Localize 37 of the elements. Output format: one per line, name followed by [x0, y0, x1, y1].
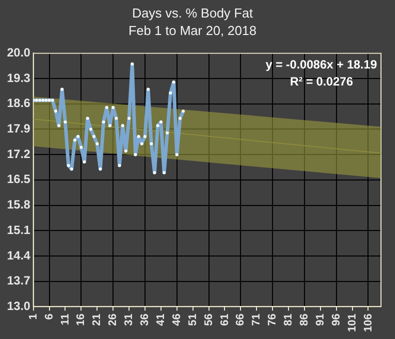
- y-tick-label: 20.0: [6, 46, 31, 60]
- x-tick-label: 6: [43, 314, 56, 320]
- x-tick-label: 96: [330, 314, 342, 326]
- y-tick-label: 14.4: [6, 248, 31, 262]
- x-tick-label: 16: [75, 314, 88, 326]
- y-tick-label: 13.0: [6, 298, 31, 313]
- x-tick-label: 91: [314, 314, 326, 326]
- x-tick-label: 11: [59, 314, 72, 326]
- x-tick-label: 21: [91, 314, 104, 326]
- annotation: y = -0.0086x + 18.19: [266, 58, 378, 72]
- x-tick-label: 51: [186, 314, 199, 326]
- chart-subtitle: Feb 1 to Mar 20, 2018: [128, 22, 256, 38]
- y-tick-label: 13.7: [6, 274, 31, 288]
- x-tick-label: 86: [298, 314, 310, 326]
- x-tick-label: 1: [27, 314, 40, 320]
- x-tick-label: 36: [139, 314, 152, 326]
- x-tick-label: 56: [202, 314, 215, 326]
- x-tick-label: 26: [107, 314, 120, 326]
- y-tick-label: 15.8: [6, 198, 31, 212]
- y-tick-label: 17.2: [6, 146, 31, 161]
- x-tick-label: 76: [266, 314, 279, 326]
- x-tick-label: 46: [170, 314, 183, 326]
- y-tick-label: 17.9: [6, 122, 31, 136]
- annotation: R² = 0.0276: [290, 74, 354, 89]
- y-tick-label: 19.3: [6, 70, 31, 85]
- x-tick-label: 101: [346, 314, 358, 332]
- y-tick-label: 18.6: [6, 96, 31, 110]
- y-tick-label: 16.5: [6, 172, 31, 186]
- chart-title: Days vs. % Body Fat: [132, 5, 254, 20]
- y-tick-label: 15.1: [6, 222, 31, 237]
- x-tick-label: 61: [218, 314, 231, 326]
- x-tick-label: 81: [282, 314, 295, 326]
- x-tick-label: 66: [234, 314, 247, 326]
- x-tick-label: 106: [362, 314, 374, 332]
- x-tick-label: 31: [123, 314, 136, 326]
- x-tick-label: 41: [154, 314, 167, 326]
- x-tick-label: 71: [250, 314, 263, 326]
